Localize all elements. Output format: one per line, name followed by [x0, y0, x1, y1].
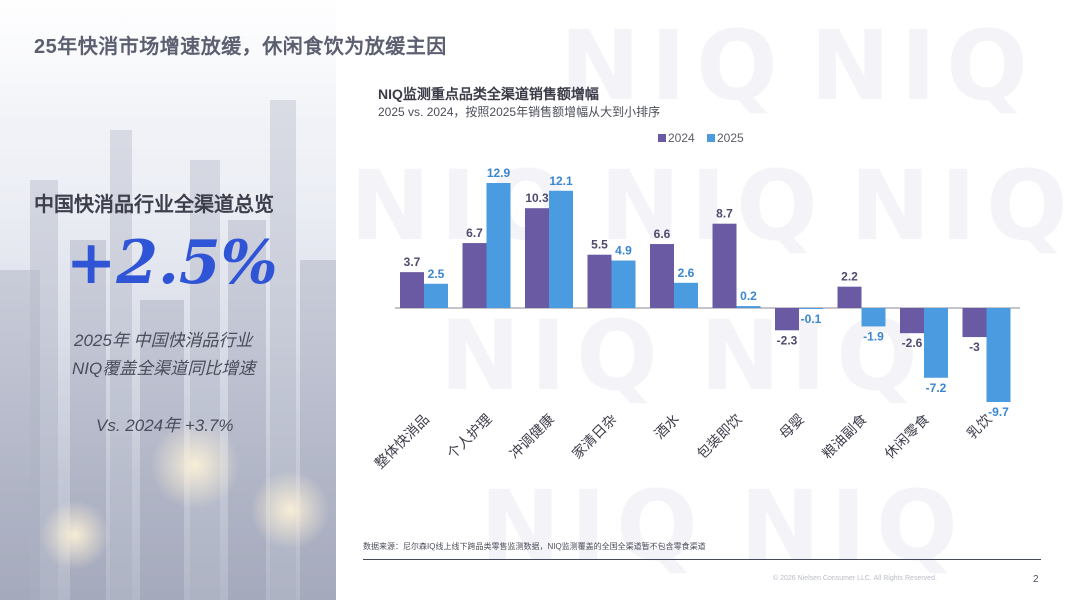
bar-2025-1: [486, 183, 511, 308]
growth-value: +2.5%: [66, 228, 278, 298]
category-label-6: 母婴: [777, 412, 808, 443]
bar-2025-5: [736, 306, 761, 308]
category-label-8: 休闲零食: [881, 411, 933, 463]
data-label-2025-7: -1.9: [863, 329, 884, 343]
category-label-1: 个人护理: [444, 412, 495, 463]
bar-2025-3: [611, 260, 636, 308]
category-label-5: 包装即饮: [694, 412, 745, 463]
data-label-2025-8: -7.2: [926, 381, 947, 395]
overview-title: 中国快消品行业全渠道总览: [34, 194, 274, 216]
data-label-2024-0: 3.7: [404, 255, 421, 269]
bar-2025-8: [924, 308, 948, 378]
data-label-2024-6: -2.3: [777, 333, 798, 347]
data-label-2024-4: 6.6: [654, 227, 671, 241]
data-label-2024-9: -3: [969, 340, 980, 354]
bar-2024-7: [837, 286, 862, 308]
legend-swatch-2024: [658, 134, 666, 142]
page-title: 25年快消市场增速放缓，休闲食饮为放缓主因: [34, 36, 447, 58]
data-label-2025-1: 12.9: [487, 166, 511, 180]
category-label-2: 冲调健康: [506, 411, 558, 463]
bar-2025-7: [861, 308, 886, 327]
footer-divider: [363, 559, 1041, 560]
bar-2025-0: [424, 283, 448, 308]
bar-2025-2: [549, 190, 573, 308]
data-label-2024-3: 5.5: [591, 238, 608, 252]
data-label-2024-7: 2.2: [841, 270, 858, 284]
data-label-2025-9: -9.7: [988, 405, 1009, 419]
growth-description-line2: NIQ覆盖全渠道同比增速: [72, 359, 256, 378]
bar-2024-3: [587, 254, 612, 308]
bar-2024-6: [775, 308, 799, 331]
bar-2024-2: [525, 208, 549, 308]
legend-label-2025: 2025: [717, 131, 744, 145]
data-label-2025-6: -0.1: [801, 312, 822, 326]
bar-2024-9: [962, 308, 987, 338]
page-number: 2: [1033, 574, 1039, 585]
data-label-2025-4: 2.6: [678, 266, 695, 280]
legend-label-2024: 2024: [668, 131, 695, 145]
bar-2024-1: [462, 243, 487, 308]
growth-description-line1: 2025年 中国快消品行业: [74, 331, 253, 350]
data-label-2024-8: -2.6: [902, 336, 923, 350]
bar-2024-8: [900, 308, 924, 334]
bar-2024-0: [400, 272, 424, 308]
bar-2025-9: [986, 308, 1011, 402]
data-label-2024-1: 6.7: [466, 226, 483, 240]
bar-2025-4: [674, 282, 698, 308]
data-label-2024-5: 8.7: [716, 207, 733, 221]
data-label-2024-2: 10.3: [525, 191, 549, 205]
bar-2025-6: [799, 308, 823, 309]
category-label-3: 家清日杂: [569, 411, 621, 463]
comparison-2024: Vs. 2024年 +3.7%: [96, 416, 234, 435]
category-label-7: 粮油副食: [819, 411, 871, 463]
bar-2024-4: [650, 244, 674, 308]
bar-2024-5: [712, 223, 737, 308]
category-label-4: 酒水: [652, 412, 683, 443]
data-label-2025-2: 12.1: [549, 174, 573, 188]
chart-subtitle: 2025 vs. 2024，按照2025年销售额增幅从大到小排序: [378, 105, 661, 119]
source-note: 数据来源：尼尔森IQ线上线下跨品类零售监测数据，NIQ监测覆盖的全国全渠道暂不包…: [363, 542, 706, 551]
legend-swatch-2025: [707, 134, 715, 142]
copyright: © 2026 Nielsen Consumer LLC. All Rights …: [773, 575, 937, 582]
category-label-0: 整体快消品: [372, 412, 433, 473]
chart-title: NIQ监测重点品类全渠道销售额增幅: [378, 86, 599, 102]
data-label-2025-3: 4.9: [615, 244, 632, 258]
background-veil: [0, 0, 336, 600]
data-label-2025-0: 2.5: [428, 267, 445, 281]
data-label-2025-5: 0.2: [740, 289, 757, 303]
